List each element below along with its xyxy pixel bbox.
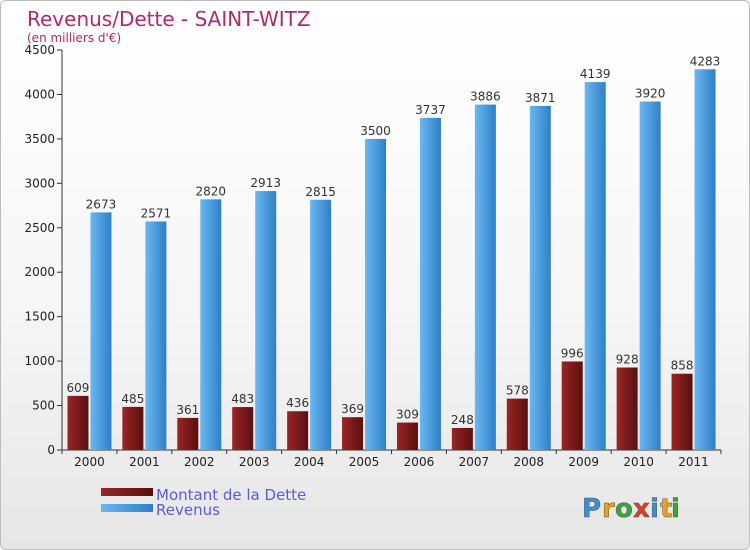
data-label-revenus: 3920 bbox=[635, 87, 666, 101]
y-tick-label: 2000 bbox=[24, 265, 55, 279]
data-label-debt: 928 bbox=[616, 353, 639, 367]
chart-subtitle: (en milliers d'€) bbox=[27, 31, 121, 45]
bar-debt bbox=[561, 361, 583, 450]
logo-letter: r bbox=[602, 494, 615, 524]
data-label-debt: 485 bbox=[121, 392, 144, 406]
y-tick-label: 1500 bbox=[24, 310, 55, 324]
legend: Montant de la Dette Revenus bbox=[101, 486, 306, 519]
bar-debt bbox=[342, 417, 364, 450]
logo-letter: i bbox=[671, 494, 680, 524]
x-tick-label: 2006 bbox=[404, 455, 435, 469]
data-label-debt: 483 bbox=[231, 392, 254, 406]
bar-debt bbox=[67, 395, 89, 450]
logo-letter: i bbox=[650, 494, 659, 524]
x-tick-label: 2008 bbox=[514, 455, 545, 469]
data-labels: 609 2673 485 2571 361 2820 483 2913 436 2815 369 35… bbox=[67, 54, 721, 427]
logo-letter: t bbox=[660, 494, 672, 524]
data-label-revenus: 3737 bbox=[415, 103, 446, 117]
y-axis: 0 500 1000 1500 2000 2500 3000 3500 4000 4500 bbox=[24, 43, 63, 457]
bar-debt bbox=[451, 427, 473, 450]
bar-debt bbox=[616, 367, 638, 450]
data-label-revenus: 2571 bbox=[141, 206, 172, 220]
legend-label-revenus: Revenus bbox=[156, 501, 220, 519]
legend-swatch-revenus bbox=[101, 504, 153, 512]
y-tick-label: 0 bbox=[47, 443, 55, 457]
bar-debt bbox=[396, 422, 418, 450]
bar-debt bbox=[506, 398, 528, 450]
data-label-revenus: 2815 bbox=[305, 185, 336, 199]
legend-label-debt: Montant de la Dette bbox=[156, 486, 306, 504]
data-label-revenus: 2820 bbox=[196, 184, 227, 198]
bar-revenus bbox=[255, 191, 277, 451]
data-label-debt: 369 bbox=[341, 402, 364, 416]
x-tick-label: 2009 bbox=[568, 455, 599, 469]
data-label-revenus: 4283 bbox=[690, 54, 721, 68]
data-label-debt: 248 bbox=[451, 413, 474, 427]
bar-revenus bbox=[90, 212, 112, 450]
x-tick-label: 2010 bbox=[623, 455, 654, 469]
data-label-debt: 578 bbox=[506, 384, 529, 398]
data-label-revenus: 2913 bbox=[250, 176, 281, 190]
x-tick-label: 2002 bbox=[184, 455, 215, 469]
x-tick-label: 2011 bbox=[678, 455, 709, 469]
data-label-revenus: 3871 bbox=[525, 91, 556, 105]
bar-revenus bbox=[200, 199, 222, 450]
logo-letter: P bbox=[582, 494, 601, 524]
y-tick-label: 3000 bbox=[24, 176, 55, 190]
bar-revenus bbox=[584, 82, 606, 450]
y-tick-label: 2500 bbox=[24, 221, 55, 235]
bar-revenus bbox=[694, 69, 716, 451]
bar-debt bbox=[671, 373, 693, 450]
x-tick-label: 2005 bbox=[349, 455, 380, 469]
y-tick-label: 4000 bbox=[24, 87, 55, 101]
bar-debt bbox=[287, 411, 309, 450]
legend-swatch-debt bbox=[101, 488, 153, 496]
data-label-debt: 309 bbox=[396, 408, 419, 422]
bar-revenus bbox=[639, 101, 661, 451]
bar-debt bbox=[177, 417, 199, 450]
x-tick-label: 2000 bbox=[74, 455, 105, 469]
x-tick-label: 2001 bbox=[129, 455, 160, 469]
x-axis: 2000 2001 2002 2003 2004 2005 2006 2007 2008 2009… bbox=[61, 449, 722, 469]
bar-revenus bbox=[145, 221, 167, 450]
bar-revenus bbox=[419, 117, 441, 451]
data-label-debt: 436 bbox=[286, 396, 309, 410]
y-tick-label: 1000 bbox=[24, 354, 55, 368]
data-label-debt: 609 bbox=[67, 381, 90, 395]
data-label-debt: 996 bbox=[561, 346, 584, 360]
y-tick-label: 3500 bbox=[24, 132, 55, 146]
bar-revenus bbox=[474, 104, 496, 451]
bar-debt bbox=[232, 407, 254, 450]
x-tick-label: 2004 bbox=[294, 455, 325, 469]
x-tick-label: 2003 bbox=[239, 455, 270, 469]
logo-letter: o bbox=[615, 494, 633, 524]
data-label-revenus: 4139 bbox=[580, 67, 611, 81]
y-tick-label: 500 bbox=[32, 399, 55, 413]
bar-group bbox=[67, 69, 716, 451]
data-label-debt: 858 bbox=[671, 359, 694, 373]
logo-letter: x bbox=[633, 494, 650, 524]
data-label-revenus: 2673 bbox=[86, 197, 117, 211]
bar-revenus bbox=[310, 199, 332, 450]
chart-title: Revenus/Dette - SAINT-WITZ bbox=[27, 7, 311, 31]
bar-debt bbox=[122, 406, 144, 450]
data-label-revenus: 3886 bbox=[470, 90, 501, 104]
y-tick-label: 4500 bbox=[24, 43, 55, 57]
data-label-revenus: 3500 bbox=[360, 124, 391, 138]
data-label-debt: 361 bbox=[176, 403, 199, 417]
bar-revenus bbox=[365, 138, 387, 450]
bar-revenus bbox=[529, 105, 551, 451]
x-tick-label: 2007 bbox=[459, 455, 490, 469]
